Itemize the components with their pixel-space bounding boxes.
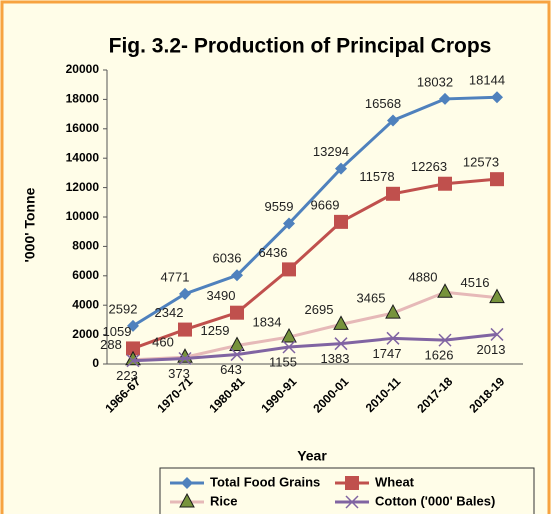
series-line bbox=[132, 290, 498, 362]
data-label: 2695 bbox=[305, 302, 334, 317]
point-marker bbox=[334, 337, 348, 351]
y-tick-label: 0 bbox=[92, 356, 99, 370]
data-label: 1259 bbox=[201, 323, 230, 338]
legend-label: Cotton ('000' Bales) bbox=[375, 493, 495, 508]
legend-label: Total Food Grains bbox=[210, 474, 320, 489]
data-label: 6436 bbox=[259, 245, 288, 260]
data-label: 223 bbox=[116, 368, 138, 383]
point-marker bbox=[386, 331, 400, 345]
data-label: 18144 bbox=[469, 73, 505, 88]
data-label: 4880 bbox=[409, 270, 438, 285]
point-marker bbox=[438, 176, 452, 191]
point-marker bbox=[231, 269, 243, 282]
data-label: 9669 bbox=[311, 197, 340, 212]
y-axis-label: '000' Tonne bbox=[22, 187, 38, 262]
point-marker bbox=[127, 319, 139, 332]
point-marker bbox=[437, 283, 453, 298]
y-tick-label: 8000 bbox=[72, 239, 99, 253]
series-line bbox=[132, 95, 498, 328]
y-tick-label: 20000 bbox=[66, 62, 100, 76]
y-tick-label: 12000 bbox=[66, 180, 100, 194]
data-label: 373 bbox=[168, 366, 190, 381]
data-label: 1747 bbox=[373, 346, 402, 361]
data-label: 12263 bbox=[411, 159, 447, 174]
data-label: 6036 bbox=[213, 251, 242, 266]
point-marker bbox=[490, 172, 504, 187]
data-label: 13294 bbox=[313, 144, 349, 159]
series-line bbox=[132, 332, 498, 363]
data-label: 4516 bbox=[461, 275, 490, 290]
data-label: 9559 bbox=[265, 199, 294, 214]
data-label: 1059 bbox=[103, 324, 132, 339]
data-label: 3465 bbox=[357, 291, 386, 306]
point-marker bbox=[385, 304, 401, 319]
data-label: 12573 bbox=[463, 155, 499, 170]
data-label: 3490 bbox=[207, 288, 236, 303]
data-label: 1626 bbox=[425, 348, 454, 363]
point-marker bbox=[230, 305, 244, 320]
data-label: 11578 bbox=[359, 169, 394, 184]
y-tick-label: 10000 bbox=[66, 209, 100, 223]
point-marker bbox=[178, 351, 192, 366]
point-marker bbox=[490, 327, 504, 341]
legend-label: Rice bbox=[210, 493, 237, 508]
y-tick-label: 6000 bbox=[72, 268, 99, 282]
x-axis-label: Year bbox=[297, 448, 327, 464]
legend-marker bbox=[345, 476, 359, 490]
data-label: 1383 bbox=[321, 351, 350, 366]
y-tick-label: 2000 bbox=[72, 327, 99, 341]
point-marker bbox=[283, 217, 295, 230]
point-marker bbox=[126, 341, 140, 356]
data-label: 643 bbox=[220, 362, 242, 377]
point-marker bbox=[126, 354, 140, 368]
y-tick-label: 18000 bbox=[66, 92, 100, 106]
data-label: 4771 bbox=[161, 269, 190, 284]
legend-label: Wheat bbox=[375, 474, 415, 489]
point-marker bbox=[282, 340, 296, 354]
point-marker bbox=[229, 336, 245, 351]
point-marker bbox=[178, 322, 192, 337]
point-marker bbox=[334, 214, 348, 229]
y-tick-label: 16000 bbox=[66, 121, 100, 135]
point-marker bbox=[281, 327, 297, 343]
data-label: 2592 bbox=[109, 301, 138, 316]
point-marker bbox=[386, 186, 400, 201]
y-tick-label: 4000 bbox=[72, 297, 99, 311]
series-line bbox=[132, 177, 498, 350]
data-label: 18032 bbox=[417, 74, 453, 89]
point-marker bbox=[230, 348, 244, 362]
point-marker bbox=[282, 262, 296, 277]
legend-marker bbox=[179, 492, 195, 508]
point-marker bbox=[333, 315, 349, 330]
legend-marker bbox=[345, 495, 359, 509]
data-label: 460 bbox=[152, 335, 174, 350]
point-marker bbox=[438, 333, 452, 347]
data-label: 288 bbox=[100, 337, 122, 352]
data-label: 1155 bbox=[269, 354, 297, 369]
data-label: 2342 bbox=[155, 305, 184, 320]
point-marker bbox=[387, 114, 399, 127]
point-marker bbox=[179, 287, 191, 300]
point-marker bbox=[335, 162, 347, 175]
legend-marker bbox=[181, 477, 193, 489]
point-marker bbox=[439, 92, 451, 105]
data-label: 2013 bbox=[477, 342, 506, 357]
chart-title: Fig. 3.2- Production of Principal Crops bbox=[109, 35, 492, 58]
y-tick-label: 14000 bbox=[66, 150, 100, 164]
point-marker bbox=[489, 288, 505, 304]
point-marker bbox=[491, 91, 503, 104]
data-label: 1834 bbox=[253, 314, 282, 329]
data-label: 16568 bbox=[365, 96, 401, 111]
